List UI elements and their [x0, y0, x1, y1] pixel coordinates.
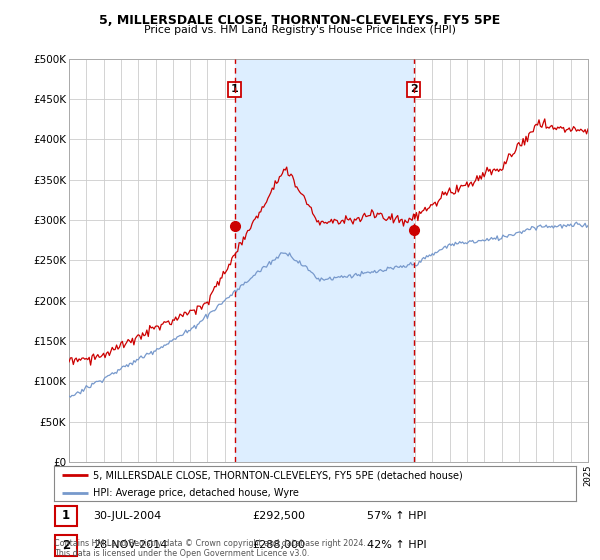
Text: £292,500: £292,500	[253, 511, 305, 521]
Text: 2: 2	[410, 85, 418, 95]
Text: 1: 1	[231, 85, 239, 95]
Bar	[235, 59, 413, 462]
Text: 42% ↑ HPI: 42% ↑ HPI	[367, 540, 427, 550]
Text: HPI: Average price, detached house, Wyre: HPI: Average price, detached house, Wyre	[93, 488, 299, 497]
Text: 5, MILLERSDALE CLOSE, THORNTON-CLEVELEYS, FY5 5PE (detached house): 5, MILLERSDALE CLOSE, THORNTON-CLEVELEYS…	[93, 470, 463, 480]
Text: 2: 2	[62, 539, 70, 552]
Text: 5, MILLERSDALE CLOSE, THORNTON-CLEVELEYS, FY5 5PE: 5, MILLERSDALE CLOSE, THORNTON-CLEVELEYS…	[100, 14, 500, 27]
Text: 57% ↑ HPI: 57% ↑ HPI	[367, 511, 427, 521]
Text: Contains HM Land Registry data © Crown copyright and database right 2024.
This d: Contains HM Land Registry data © Crown c…	[54, 539, 366, 558]
Text: £288,000: £288,000	[253, 540, 305, 550]
FancyBboxPatch shape	[55, 506, 77, 526]
FancyBboxPatch shape	[55, 535, 77, 556]
Text: 30-JUL-2004: 30-JUL-2004	[93, 511, 161, 521]
Text: 1: 1	[62, 509, 70, 522]
Text: Price paid vs. HM Land Registry's House Price Index (HPI): Price paid vs. HM Land Registry's House …	[144, 25, 456, 35]
Text: 28-NOV-2014: 28-NOV-2014	[93, 540, 167, 550]
